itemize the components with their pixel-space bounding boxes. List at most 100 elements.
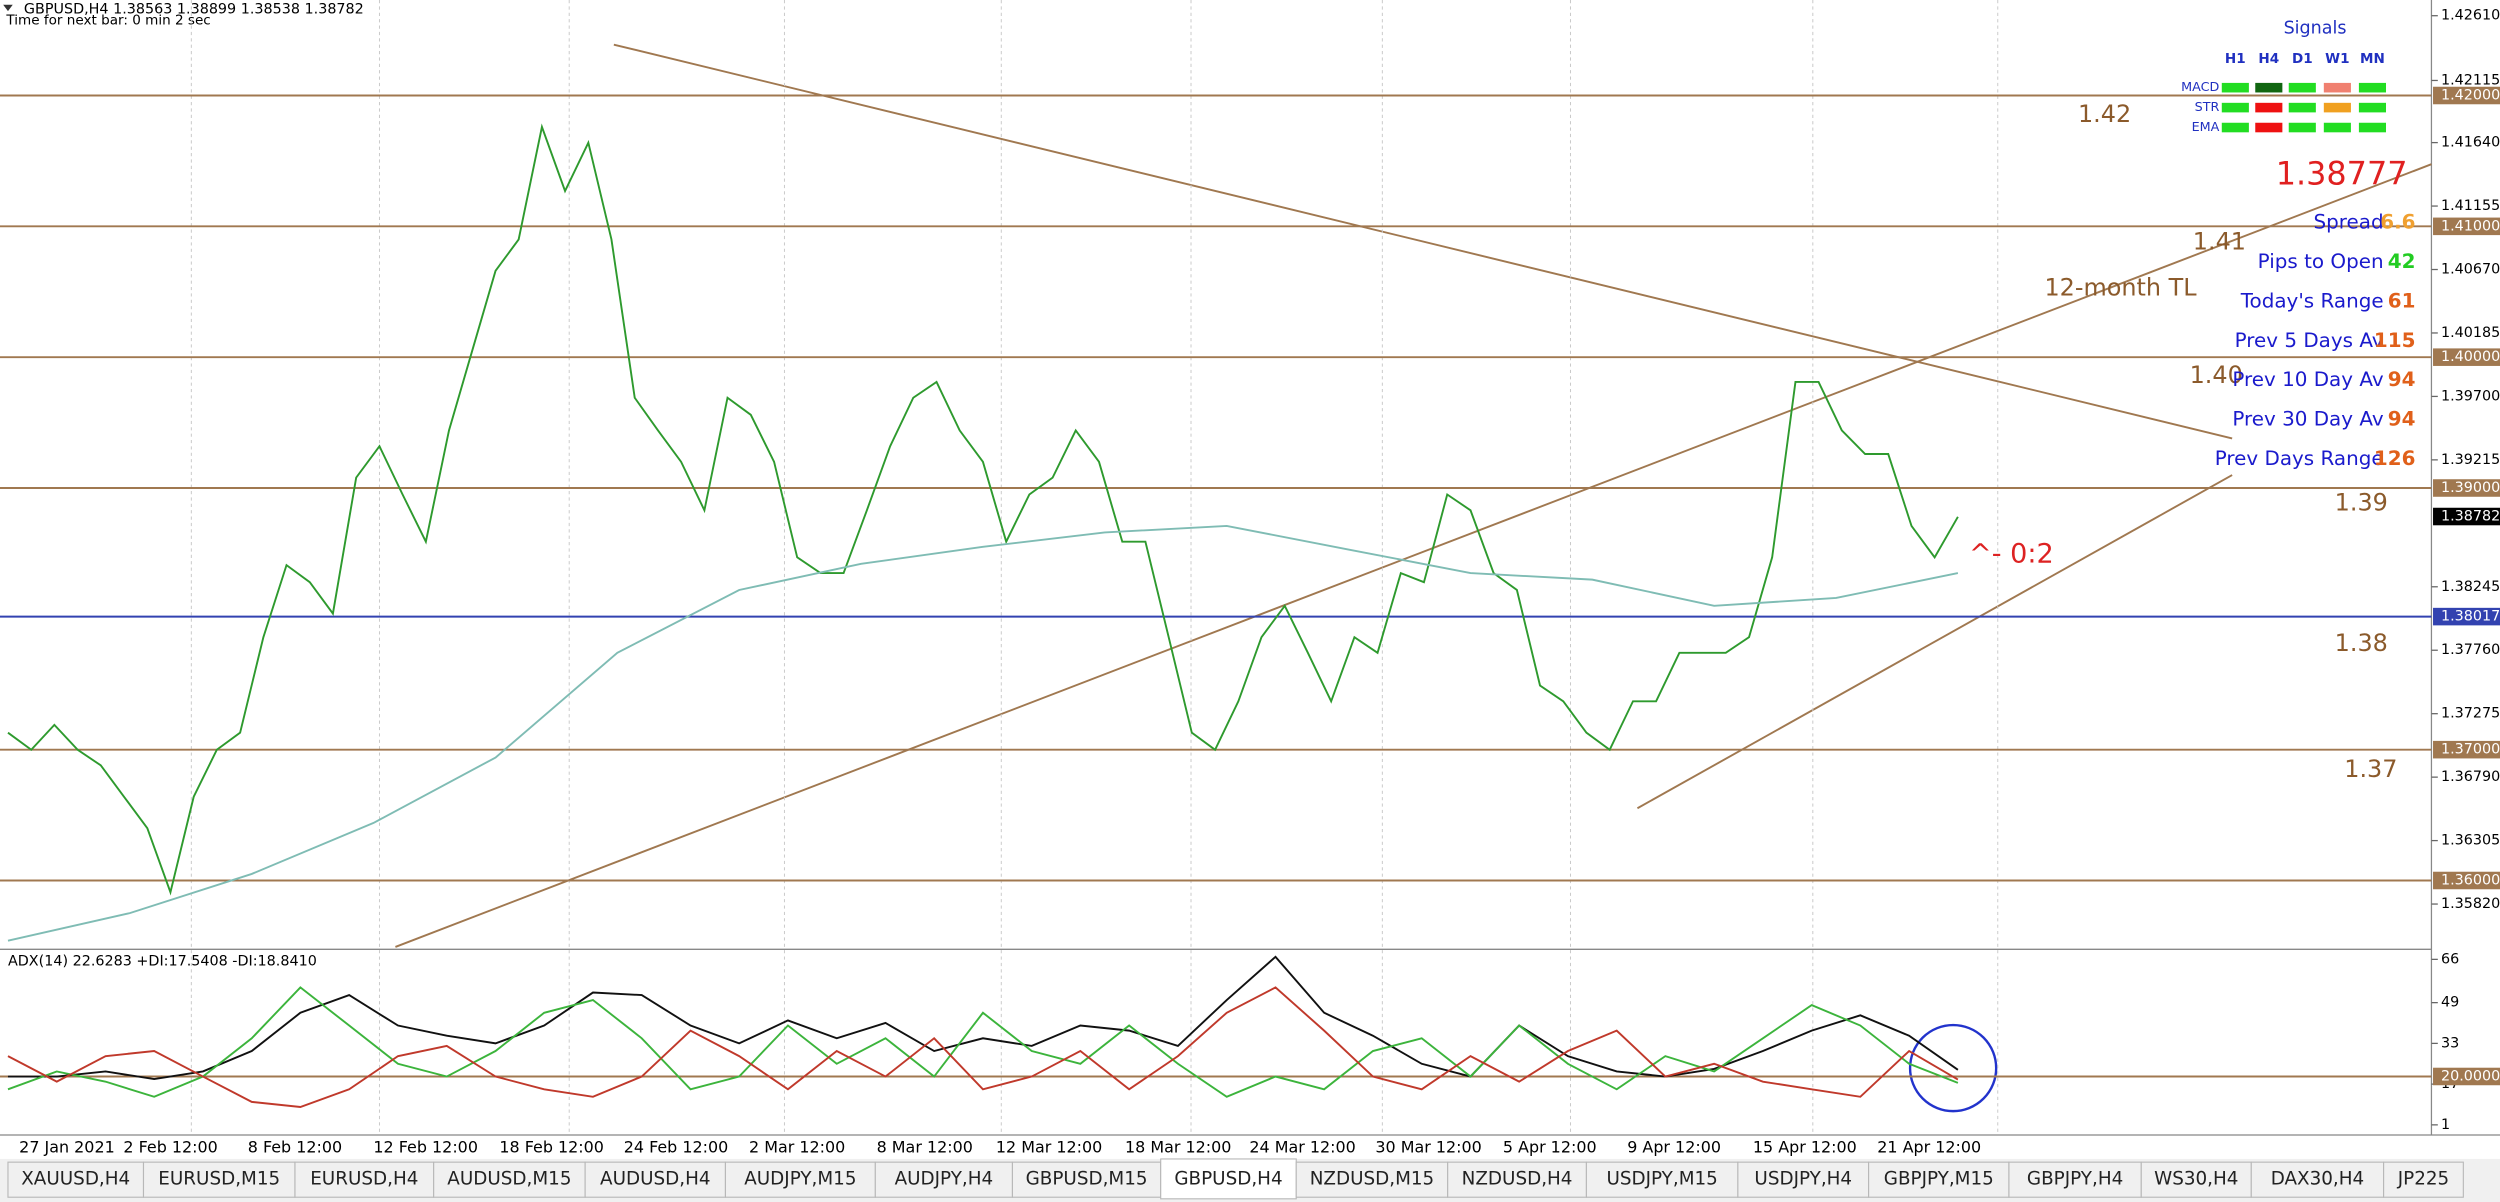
data-line [7, 955, 1959, 1081]
tab[interactable] [2250, 1161, 2385, 1198]
y-tick-label: 1.41640 [2441, 135, 2500, 151]
tab[interactable] [142, 1161, 296, 1198]
level-label: 1.36000 [2441, 872, 2500, 888]
signal-cell [2221, 122, 2249, 133]
level-label: 1.37000 [2441, 742, 2500, 758]
y-tick-label: 1.36305 [2441, 833, 2500, 849]
tab-label[interactable]: JP225 [2397, 1169, 2449, 1190]
highlight-circle [1908, 1023, 1998, 1113]
current-price-box [2433, 507, 2500, 526]
tab[interactable] [724, 1161, 876, 1198]
tab[interactable] [1447, 1161, 1587, 1198]
tab-label[interactable]: AUDUSD,M15 [447, 1169, 571, 1190]
level-label-box [2433, 607, 2500, 626]
data-line [7, 986, 1959, 1098]
y-tick-label: 33 [2441, 1035, 2459, 1051]
level-note: 1.42 [2078, 100, 2131, 128]
x-tick-label: 18 Feb 12:00 [499, 1137, 604, 1156]
level-label: 1.41000 [2441, 218, 2500, 234]
x-tick-label: 12 Feb 12:00 [373, 1137, 478, 1156]
tab-label[interactable]: USDJPY,M15 [1606, 1169, 1717, 1190]
x-tick-label: 5 Apr 12:00 [1503, 1137, 1597, 1156]
data-line [7, 986, 1959, 1108]
info-value: 6.6 [2380, 211, 2415, 234]
signal-cell [2288, 82, 2316, 93]
current-price-label: 1.38782 [2441, 509, 2500, 525]
tab-label[interactable]: XAUUSD,H4 [21, 1169, 130, 1190]
y-tick-label: 49 [2441, 995, 2459, 1011]
chart-title: GBPUSD,H4 1.38563 1.38899 1.38538 1.3878… [24, 2, 364, 18]
x-tick-label: 21 Apr 12:00 [1877, 1137, 1981, 1156]
x-tick-label: 24 Mar 12:00 [1249, 1137, 1355, 1156]
level-label: 20.0000 [2441, 1068, 2500, 1084]
tab[interactable] [7, 1161, 145, 1198]
tab[interactable] [1295, 1161, 1449, 1198]
info-label: Spread [2313, 211, 2383, 234]
level-note: 1.40 [2190, 361, 2243, 389]
indicator-title: ADX(14) 22.6283 +DI:17.5408 -DI:18.8410 [8, 953, 317, 969]
level-label-box [2433, 217, 2500, 236]
signal-cell [2323, 122, 2351, 133]
tab[interactable] [2008, 1161, 2142, 1198]
tab-label[interactable]: AUDJPY,H4 [895, 1169, 994, 1190]
info-label: Today's Range [2240, 289, 2384, 312]
tab-label[interactable]: EURUSD,M15 [158, 1169, 280, 1190]
tab[interactable] [584, 1161, 727, 1198]
info-value: 61 [2388, 289, 2416, 312]
signal-cell [2255, 82, 2283, 93]
x-tick-label: 27 Jan 2021 [19, 1137, 115, 1156]
data-line [7, 123, 1959, 896]
x-tick-label: 8 Mar 12:00 [877, 1137, 973, 1156]
tab[interactable] [1011, 1161, 1162, 1198]
tab-label[interactable]: AUDJPY,M15 [744, 1169, 856, 1190]
signal-cell [2358, 102, 2387, 113]
signal-cell [2288, 122, 2316, 133]
signals-column: MN [2360, 51, 2385, 67]
signals-column: D1 [2292, 51, 2313, 67]
trend-line [1636, 474, 2233, 810]
tab-label[interactable]: GBPUSD,H4 [1174, 1169, 1282, 1190]
tab-label[interactable]: GBPUSD,M15 [1026, 1169, 1148, 1190]
signals-row-label: EMA [2192, 120, 2220, 135]
tab[interactable] [2383, 1161, 2464, 1198]
quote: 1.38777 [2276, 154, 2408, 192]
info-value: 115 [2374, 329, 2416, 352]
tab-label[interactable]: NZDUSD,H4 [1462, 1169, 1573, 1190]
level-label-box [2433, 740, 2500, 759]
y-tick-label: 66 [2441, 951, 2459, 967]
x-tick-label: 2 Feb 12:00 [123, 1137, 217, 1156]
x-tick-label: 2 Mar 12:00 [749, 1137, 845, 1156]
level-label: 1.38017 [2441, 609, 2500, 625]
tab-label[interactable]: WS30,H4 [2154, 1169, 2238, 1190]
tab[interactable] [2140, 1161, 2252, 1198]
y-tick-label: 1.39700 [2441, 388, 2500, 404]
data-line [7, 524, 1959, 942]
tab[interactable] [874, 1161, 1013, 1198]
info-label: Prev 5 Days Av [2235, 329, 2384, 352]
x-tick-label: 8 Feb 12:00 [248, 1137, 342, 1156]
tab[interactable] [433, 1161, 586, 1198]
level-label: 1.42000 [2441, 88, 2500, 104]
chart-subtitle: Time for next bar: 0 min 2 sec [5, 13, 210, 29]
tab-label[interactable]: AUDUSD,H4 [600, 1169, 711, 1190]
tab-label[interactable]: GBPJPY,M15 [1884, 1169, 1994, 1190]
tab-label[interactable]: DAX30,H4 [2271, 1169, 2364, 1190]
signal-cell [2255, 122, 2283, 133]
signal-cell [2358, 122, 2387, 133]
level-label-box [2433, 871, 2500, 890]
tab-label[interactable]: EURUSD,H4 [310, 1169, 418, 1190]
annotation: 12-month TL [2044, 274, 2197, 302]
signals-column: W1 [2325, 51, 2349, 67]
tab-label[interactable]: NZDUSD,M15 [1310, 1169, 1435, 1190]
tab-label[interactable]: USDJPY,H4 [1754, 1169, 1852, 1190]
x-tick-label: 15 Apr 12:00 [1753, 1137, 1857, 1156]
info-label: Prev 30 Day Av [2232, 408, 2384, 431]
level-label: 1.40000 [2441, 349, 2500, 365]
y-tick-label: 1.42115 [2441, 72, 2500, 88]
signals-row-label: STR [2195, 100, 2220, 115]
tab[interactable] [1868, 1161, 2010, 1198]
signal-cell [2288, 102, 2316, 113]
tab-label[interactable]: GBPJPY,H4 [2027, 1169, 2123, 1190]
